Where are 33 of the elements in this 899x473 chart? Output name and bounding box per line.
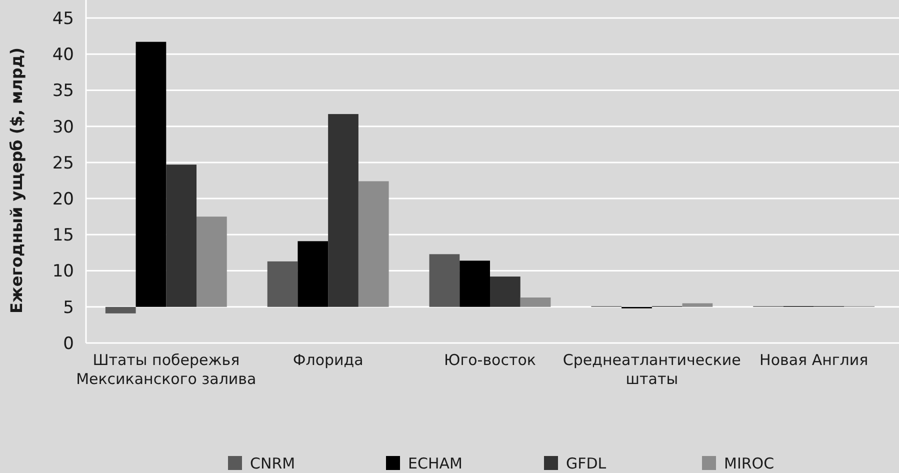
x-tick-label: Юго-восток — [444, 351, 536, 369]
bar — [196, 216, 227, 307]
bar — [460, 260, 490, 307]
y-axis-title: Ежегодный ущерб ($, млрд) — [7, 47, 26, 314]
y-tick-label: 25 — [52, 153, 74, 174]
legend-label: MIROC — [724, 454, 774, 472]
y-tick-label: 10 — [52, 262, 74, 282]
y-tick-label: 35 — [52, 81, 74, 102]
bar — [358, 181, 389, 307]
y-tick-label: 0 — [63, 334, 74, 354]
y-tick-label: 30 — [52, 117, 74, 138]
bar — [429, 254, 460, 307]
y-tick-label: 40 — [52, 45, 74, 66]
bar — [105, 306, 136, 314]
y-tick-label: 45 — [52, 8, 74, 29]
x-tick-label: Новая Англия — [760, 351, 868, 369]
bar — [520, 298, 551, 307]
bar — [166, 164, 197, 307]
y-tick-label: 15 — [52, 226, 74, 246]
bar — [136, 42, 166, 307]
bar — [267, 261, 298, 307]
x-tick-label: Штаты побережья Мексиканского залива — [76, 351, 256, 388]
legend-label: ECHAM — [408, 454, 462, 472]
legend-label: CNRM — [250, 454, 296, 472]
x-tick-label: Среднеатлантические штаты — [562, 351, 741, 388]
legend-label: GFDL — [566, 454, 607, 472]
y-tick-label: 5 — [63, 298, 74, 318]
y-tick-label: 20 — [52, 190, 74, 210]
bar — [490, 276, 520, 307]
bar — [682, 303, 713, 307]
x-tick-label: Флорида — [292, 351, 364, 369]
bar — [298, 241, 328, 307]
bar — [328, 114, 358, 307]
